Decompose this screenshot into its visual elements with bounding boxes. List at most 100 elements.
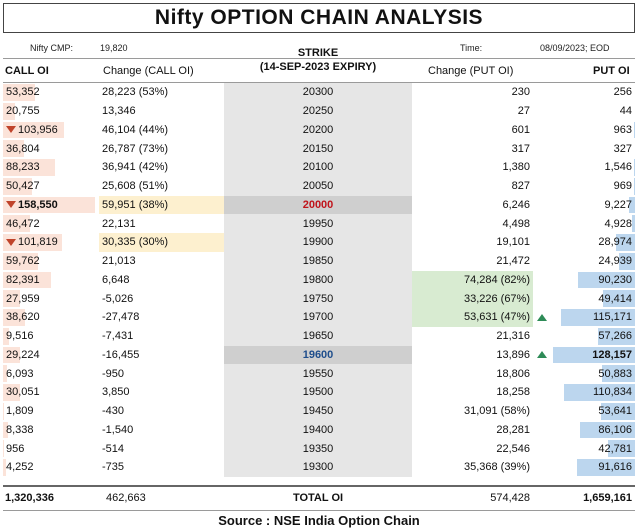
put-oi-value: 28,974 [598,236,632,249]
put-change-value: 4,498 [502,217,530,230]
strike-value: 20300 [302,86,334,99]
table-row: 53,352 28,223 (53%) 20300 230 256 [3,83,635,102]
strike-cell: 19950 [224,214,412,233]
call-change-cell: 13,346 [99,102,225,121]
header-put-change: Change (PUT OI) [428,65,514,77]
strike-cell: 19700 [224,308,412,327]
put-oi-value: 1,546 [604,161,632,174]
put-change-value: 27 [517,105,530,118]
call-oi-value: 27,959 [6,292,40,305]
call-change-value: 22,131 [102,217,136,230]
put-oi-bar [598,327,635,345]
strike-cell: 20250 [224,101,412,121]
call-oi-cell: 46,472 [3,214,95,233]
strike-cell: 20300 [224,83,412,102]
put-oi-value: 963 [613,123,632,136]
call-oi-bar [3,459,6,476]
put-oi-bar [564,384,635,401]
put-oi-bar [634,159,635,176]
strike-cell: 19500 [224,383,412,402]
put-change-value: 21,316 [496,330,530,343]
call-oi-value: 29,224 [6,348,40,361]
put-oi-value: 44 [619,105,632,118]
put-oi-value: 50,883 [598,367,632,380]
put-oi-bar [631,215,635,232]
put-oi-cell: 327 [533,139,635,158]
call-oi-value: 82,391 [6,273,40,286]
call-oi-cell: 6,093 [3,364,95,383]
header-strike: STRIKE (14-SEP-2023 EXPIRY) [224,42,412,80]
call-change-value: 36,941 (42%) [102,161,169,174]
triangle-down-icon [6,201,16,209]
put-oi-cell: 90,230 [533,271,635,290]
total-label: TOTAL OI [292,491,344,504]
call-oi-value: 36,804 [6,142,40,155]
put-oi-cell: 128,157 [533,346,635,365]
time-label: Time: [460,43,483,53]
call-oi-cell: 29,224 [3,346,95,365]
triangle-down-icon [6,126,16,134]
put-change-cell: 230 [412,83,533,102]
put-oi-value: 327 [613,142,632,155]
call-oi-value: 30,051 [6,386,40,399]
call-change-value: 46,104 (44%) [102,123,169,136]
call-oi-cell: 9,516 [3,327,95,346]
call-oi-cell: 20,755 [3,102,95,121]
put-oi-value: 110,834 [593,386,632,399]
put-oi-bar [619,252,635,270]
call-oi-bar [3,177,33,195]
call-oi-value: 1,809 [6,405,34,418]
call-change-value: -5,026 [102,292,134,305]
table-row: 101,819 30,335 (30%) 19900 19,101 28,974 [3,233,635,252]
call-change-value: -7,431 [102,330,134,343]
call-change-cell: 26,787 (73%) [99,139,225,158]
call-oi-cell: 1,809 [3,402,95,421]
call-oi-value: 4,252 [6,461,34,474]
call-oi-value: 46,472 [6,217,40,230]
call-oi-bar [3,440,4,457]
put-oi-cell: 44 [533,102,635,121]
triangle-up-icon [537,351,547,359]
header-strike-line1: STRIKE [297,47,339,59]
call-oi-cell: 36,804 [3,139,95,158]
call-oi-value: 158,550 [18,198,58,211]
call-change-value: 3,850 [102,386,130,399]
put-oi-cell: 42,781 [533,439,635,458]
put-change-value: 230 [511,86,530,99]
put-change-value: 1,380 [502,161,530,174]
put-change-value: 53,631 (47%) [463,311,530,324]
table-row: 27,959 -5,026 19750 33,226 (67%) 49,414 [3,289,635,308]
call-oi-bar [3,121,64,139]
put-oi-bar [603,290,635,307]
call-oi-value: 6,093 [6,367,34,380]
put-change-value: 33,226 (67%) [463,292,530,305]
strike-value: 19750 [302,292,334,305]
put-oi-value: 42,781 [598,442,632,455]
put-change-cell: 35,368 (39%) [412,458,533,477]
strike-value: 19600 [302,348,334,361]
strike-value: 19350 [302,442,334,455]
put-oi-bar [576,459,635,476]
call-oi-bar [3,290,20,307]
header-call-oi: CALL OI [5,65,49,77]
put-change-cell: 74,284 (82%) [412,270,533,290]
triangle-down-icon [6,238,16,246]
call-change-value: 30,335 (30%) [102,236,169,249]
call-oi-bar [3,327,9,345]
call-change-value: 6,648 [102,273,130,286]
call-oi-cell: 53,352 [3,83,95,102]
table-row: 36,804 26,787 (73%) 20150 317 327 [3,139,635,158]
call-oi-value: 101,819 [18,236,58,249]
table-row: 6,093 -950 19550 18,806 50,883 [3,364,635,383]
strike-cell: 19750 [224,289,412,308]
call-change-cell: 36,941 (42%) [99,158,225,177]
put-oi-bar [553,346,635,364]
total-put-oi: 1,659,161 [583,491,632,504]
total-call-change: 462,663 [106,491,146,504]
put-oi-cell: 50,883 [533,364,635,383]
put-change-value: 35,368 (39%) [463,461,530,474]
put-change-cell: 18,806 [412,364,533,383]
total-put-change: 574,428 [490,491,530,504]
strike-value: 19500 [302,386,334,399]
put-change-cell: 53,631 (47%) [412,308,533,327]
